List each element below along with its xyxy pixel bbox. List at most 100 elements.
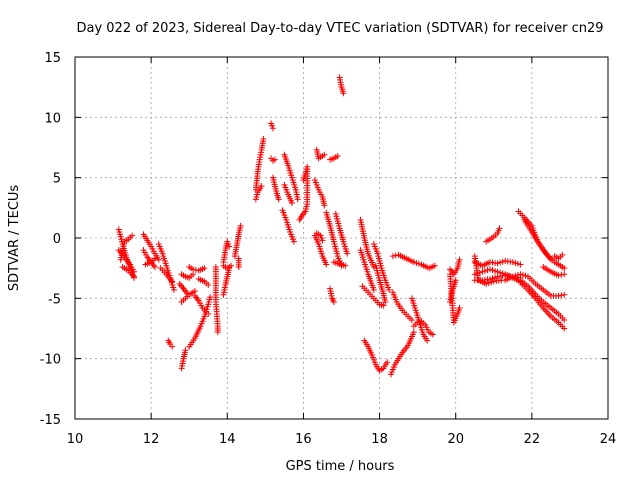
data-point — [486, 276, 493, 283]
data-point — [384, 359, 391, 366]
x-tick-label: 14 — [219, 432, 236, 447]
data-point — [499, 258, 506, 265]
y-tick-label: 15 — [44, 51, 61, 66]
data-point — [334, 152, 341, 159]
data-point — [321, 151, 328, 158]
data-point — [558, 292, 565, 299]
y-tick-label: -15 — [40, 413, 61, 428]
data-point — [342, 262, 349, 269]
y-tick-label: -10 — [40, 353, 61, 368]
data-point — [413, 259, 420, 266]
data-point — [207, 294, 214, 301]
data-point — [456, 256, 463, 263]
data-point — [319, 237, 326, 244]
data-point — [479, 268, 486, 275]
data-point — [488, 279, 495, 286]
data-point — [431, 262, 438, 269]
data-point — [330, 298, 337, 305]
data-point — [151, 263, 158, 270]
data-point — [380, 302, 387, 309]
y-tick-label: 5 — [53, 172, 61, 187]
data-point — [429, 331, 436, 338]
data-point — [514, 260, 521, 267]
x-tick-label: 20 — [447, 432, 464, 447]
data-point — [370, 286, 377, 293]
data-point — [514, 272, 521, 279]
data-point — [340, 90, 347, 97]
data-point — [321, 202, 328, 209]
data-point — [323, 261, 330, 268]
data-point — [205, 311, 212, 318]
data-point — [184, 290, 191, 297]
x-tick-label: 16 — [295, 432, 312, 447]
data-point — [201, 265, 208, 272]
data-point — [512, 272, 519, 279]
data-point — [382, 298, 389, 305]
data-point — [170, 286, 177, 293]
data-point — [481, 267, 488, 274]
data-point — [489, 267, 496, 274]
y-tick-label: 0 — [53, 232, 61, 247]
data-point — [205, 282, 212, 289]
data-points — [115, 74, 568, 378]
data-point — [131, 273, 138, 280]
data-point — [561, 317, 568, 324]
data-point — [492, 267, 499, 274]
data-point — [237, 222, 244, 229]
chart-title: Day 022 of 2023, Sidereal Day-to-day VTE… — [76, 21, 603, 36]
x-tick-label: 10 — [67, 432, 84, 447]
data-point — [344, 250, 351, 257]
data-point — [214, 329, 221, 336]
data-point — [275, 196, 282, 203]
data-point — [561, 271, 568, 278]
data-point — [410, 329, 417, 336]
data-point — [386, 286, 393, 293]
data-point — [271, 156, 278, 163]
data-point — [494, 260, 501, 267]
data-point — [509, 273, 516, 280]
data-point — [258, 183, 265, 190]
data-point — [561, 291, 568, 298]
data-point — [485, 280, 492, 287]
y-tick-label: 10 — [44, 111, 61, 126]
x-tick-label: 12 — [143, 432, 160, 447]
data-point — [269, 125, 276, 132]
data-point — [452, 277, 459, 284]
data-point — [226, 243, 233, 250]
data-point — [496, 225, 503, 232]
data-point — [290, 238, 297, 245]
data-point — [151, 255, 158, 262]
data-point — [190, 266, 197, 273]
data-point — [471, 271, 478, 278]
data-point — [456, 304, 463, 311]
data-point — [129, 232, 136, 239]
data-point — [182, 347, 189, 354]
data-point — [424, 337, 431, 344]
data-point — [410, 259, 417, 266]
data-point — [509, 259, 516, 266]
data-point — [169, 343, 176, 350]
data-point — [555, 272, 562, 279]
x-tick-label: 24 — [600, 432, 617, 447]
data-point — [512, 259, 519, 266]
data-point — [555, 292, 562, 299]
x-tick-label: 22 — [524, 432, 541, 447]
data-point — [415, 260, 422, 267]
data-point — [561, 325, 568, 332]
data-point — [408, 317, 415, 324]
data-point — [517, 261, 524, 268]
data-point — [486, 266, 493, 273]
data-point — [561, 265, 568, 272]
y-axis-label: SDTVAR / TECUs — [7, 185, 22, 292]
data-point — [169, 278, 176, 285]
data-point — [519, 272, 526, 279]
data-point — [517, 271, 524, 278]
data-point — [289, 200, 296, 207]
data-point — [558, 271, 565, 278]
data-point — [389, 253, 396, 260]
data-point — [235, 255, 242, 262]
data-point — [484, 267, 491, 274]
data-point — [155, 256, 162, 263]
grid-layer — [75, 57, 608, 419]
